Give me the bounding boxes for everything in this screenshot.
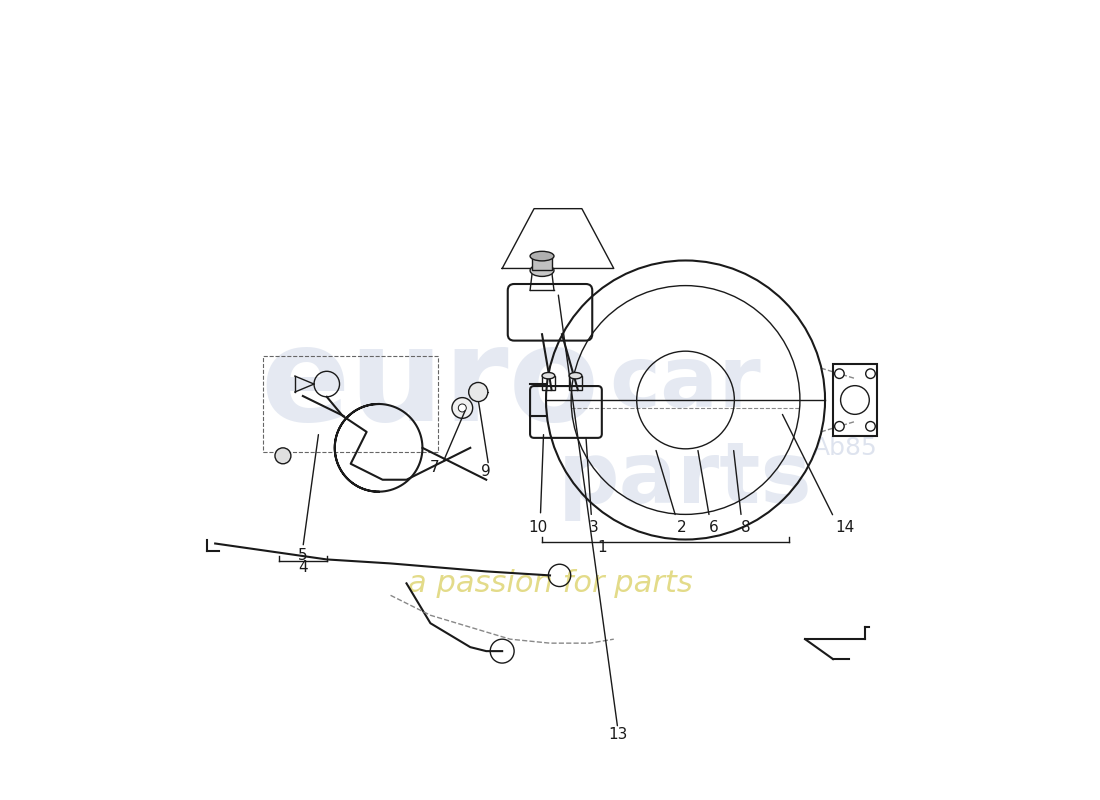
Text: 7: 7 [430,460,439,475]
Text: 3: 3 [588,520,598,535]
Circle shape [275,448,290,464]
Ellipse shape [530,265,554,277]
Text: 4: 4 [298,560,308,575]
Text: 9: 9 [482,464,491,479]
Bar [263,356,439,452]
Circle shape [866,422,876,431]
Text: euro: euro [261,321,600,447]
Bar [542,376,554,390]
Circle shape [452,398,473,418]
Text: 13: 13 [608,727,627,742]
Ellipse shape [542,373,554,379]
Text: a passion for parts: a passion for parts [408,569,692,598]
Text: Ab85: Ab85 [813,436,878,460]
Circle shape [459,404,466,412]
Text: car
parts: car parts [558,342,813,522]
Circle shape [469,382,487,402]
Text: 14: 14 [835,520,855,535]
Text: 10: 10 [528,520,548,535]
Bar [569,376,582,390]
Bar [833,364,877,436]
Ellipse shape [569,373,582,379]
Circle shape [835,422,844,431]
Circle shape [835,369,844,378]
Circle shape [866,369,876,378]
Circle shape [840,386,869,414]
Text: 2: 2 [676,520,686,535]
Text: 8: 8 [740,520,750,535]
Text: 1: 1 [597,540,606,555]
Text: 6: 6 [708,520,718,535]
Ellipse shape [530,251,554,261]
Text: 5: 5 [298,548,308,563]
Bar [532,256,551,270]
